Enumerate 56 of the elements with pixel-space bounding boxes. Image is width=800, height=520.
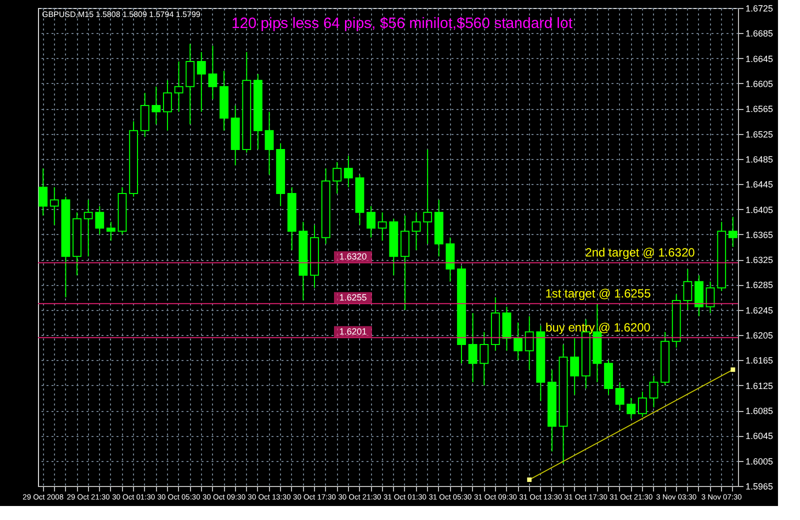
candlestick	[524, 316, 534, 370]
candlestick	[95, 206, 104, 235]
chart-subtitle: GBPUSD,M15 1.5808 1.5809 1.5794 1.5799	[42, 10, 201, 19]
candlestick	[264, 111, 274, 176]
y-tick-label: 1.6005	[746, 456, 774, 466]
candlestick	[423, 149, 432, 244]
ref-line-label: 1.6201	[339, 326, 367, 337]
candlestick	[196, 52, 206, 112]
candlestick	[683, 268, 692, 310]
candlestick	[638, 391, 647, 418]
candlestick	[344, 155, 353, 188]
candlestick	[728, 216, 738, 248]
candlestick	[174, 60, 184, 112]
y-tick-label: 1.6085	[746, 406, 774, 416]
candlestick	[378, 212, 387, 242]
y-tick-label: 1.6565	[746, 104, 774, 114]
y-tick-label: 1.6685	[746, 28, 774, 39]
annotation: 1st target @ 1.6255	[545, 286, 652, 301]
y-tick-label: 1.6365	[746, 230, 774, 240]
y-tick-label: 1.6285	[746, 280, 774, 290]
annotation: 2nd target @ 1.6320	[585, 246, 696, 260]
candlestick	[626, 397, 636, 420]
candlestick	[152, 86, 161, 125]
candlestick	[84, 199, 93, 257]
candlestick	[50, 186, 59, 226]
ref-line-label: 1.6255	[339, 292, 367, 303]
candlestick	[106, 221, 116, 242]
ref-line-label: 1.6320	[339, 252, 367, 262]
y-tick-label: 1.6725	[746, 4, 774, 14]
candlestick	[208, 45, 218, 100]
y-tick-label: 1.6485	[746, 154, 774, 164]
candlestick	[38, 168, 48, 216]
candlestick	[570, 338, 580, 396]
y-tick-label: 1.6445	[746, 180, 774, 190]
y-tick-label: 1.5965	[746, 482, 774, 492]
y-tick-label: 1.6525	[746, 129, 774, 140]
candlestick	[163, 80, 172, 132]
y-tick-label: 1.6205	[746, 330, 774, 341]
y-tick-label: 1.6325	[746, 255, 774, 266]
y-tick-label: 1.6405	[746, 204, 774, 215]
candlestick	[366, 206, 376, 238]
text: 120 pips less 64 pips, $56 minilot,$560 standard lot	[231, 15, 574, 32]
y-tick-label: 1.6605	[746, 78, 774, 89]
candlestick	[615, 382, 624, 412]
candlestick	[468, 312, 478, 383]
candlestick	[649, 375, 658, 408]
y-tick-label: 1.6645	[746, 54, 774, 64]
y-tick-label: 1.6245	[746, 305, 774, 316]
y-tick-label: 1.6125	[746, 380, 774, 391]
y-tick-label: 1.6045	[746, 431, 774, 442]
y-tick-label: 1.6165	[746, 356, 774, 366]
candlestick	[332, 162, 342, 194]
candlestick	[514, 322, 523, 361]
candlestick	[706, 281, 715, 314]
candlestick	[412, 212, 421, 251]
candlestick	[480, 331, 489, 386]
